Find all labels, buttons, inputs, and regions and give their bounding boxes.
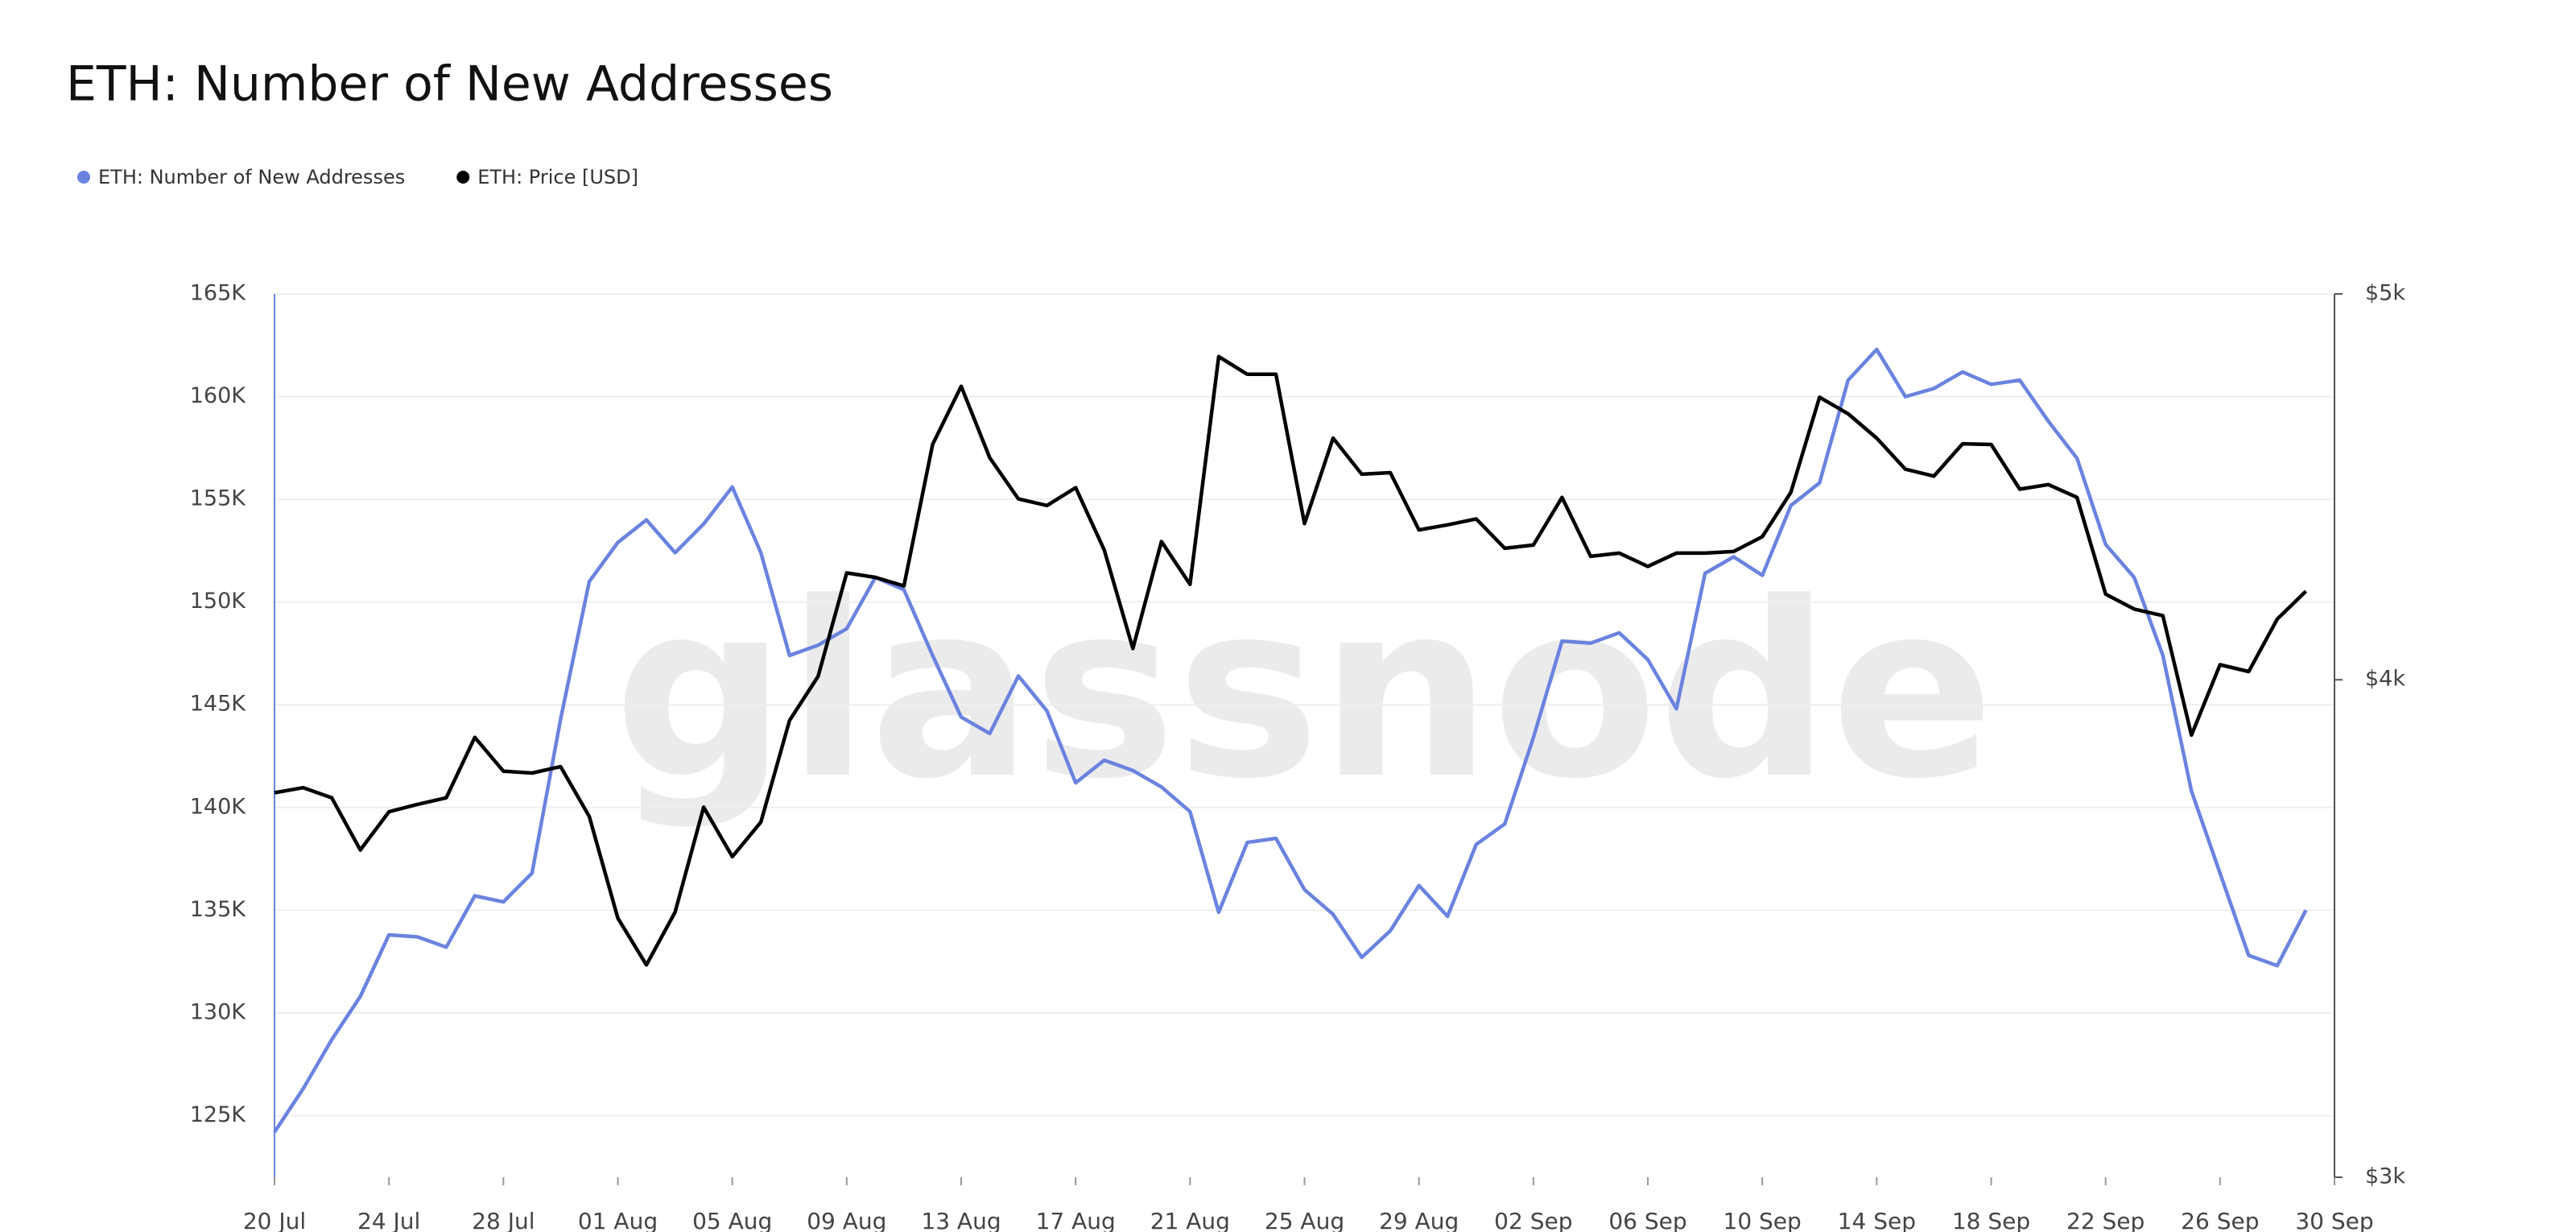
x-tick-label: 06 Sep <box>1608 1208 1686 1232</box>
y-tick-label: 155K <box>190 486 247 511</box>
x-tick-label: 10 Sep <box>1724 1208 1802 1232</box>
x-tick-label: 26 Sep <box>2181 1208 2259 1232</box>
x-tick-label: 28 Jul <box>472 1208 535 1232</box>
chart-title: ETH: Number of New Addresses <box>66 56 833 113</box>
x-tick-label: 05 Aug <box>692 1208 772 1232</box>
watermark: glassnode <box>613 551 1994 832</box>
series-line <box>273 347 2308 1134</box>
y-tick-label: 140K <box>190 794 247 819</box>
x-tick-label: 30 Sep <box>2295 1208 2373 1232</box>
y-tick-label: 160K <box>190 383 247 408</box>
legend-marker <box>456 171 470 184</box>
x-tick-label: 25 Aug <box>1265 1208 1344 1232</box>
y2-tick-label: $5k <box>2365 281 2405 306</box>
y-tick-label: 165K <box>190 281 247 306</box>
y-tick-label: 150K <box>190 589 247 614</box>
y-tick-label: 130K <box>190 999 247 1024</box>
y2-tick-label: $3k <box>2365 1164 2405 1189</box>
series-line <box>274 354 2308 967</box>
x-tick-label: 14 Sep <box>1838 1208 1916 1232</box>
x-tick-label: 29 Aug <box>1379 1208 1459 1232</box>
x-tick-label: 17 Aug <box>1036 1208 1116 1232</box>
x-tick-label: 21 Aug <box>1150 1208 1230 1232</box>
legend-marker <box>77 171 90 184</box>
x-tick-label: 20 Jul <box>243 1208 306 1232</box>
y-tick-label: 125K <box>190 1102 247 1127</box>
x-tick-label: 09 Aug <box>807 1208 886 1232</box>
x-tick-label: 02 Sep <box>1494 1208 1572 1232</box>
legend-label: ETH: Number of New Addresses <box>98 166 405 188</box>
y-tick-label: 135K <box>190 897 247 922</box>
y2-tick-label: $4k <box>2365 667 2405 692</box>
x-tick-label: 22 Sep <box>2066 1208 2145 1232</box>
x-tick-label: 18 Sep <box>1952 1208 2030 1232</box>
legend-label: ETH: Price [USD] <box>477 166 638 188</box>
x-tick-label: 24 Jul <box>357 1208 420 1232</box>
x-tick-label: 01 Aug <box>578 1208 658 1232</box>
x-tick-label: 13 Aug <box>921 1208 1001 1232</box>
y-tick-label: 145K <box>190 692 247 717</box>
